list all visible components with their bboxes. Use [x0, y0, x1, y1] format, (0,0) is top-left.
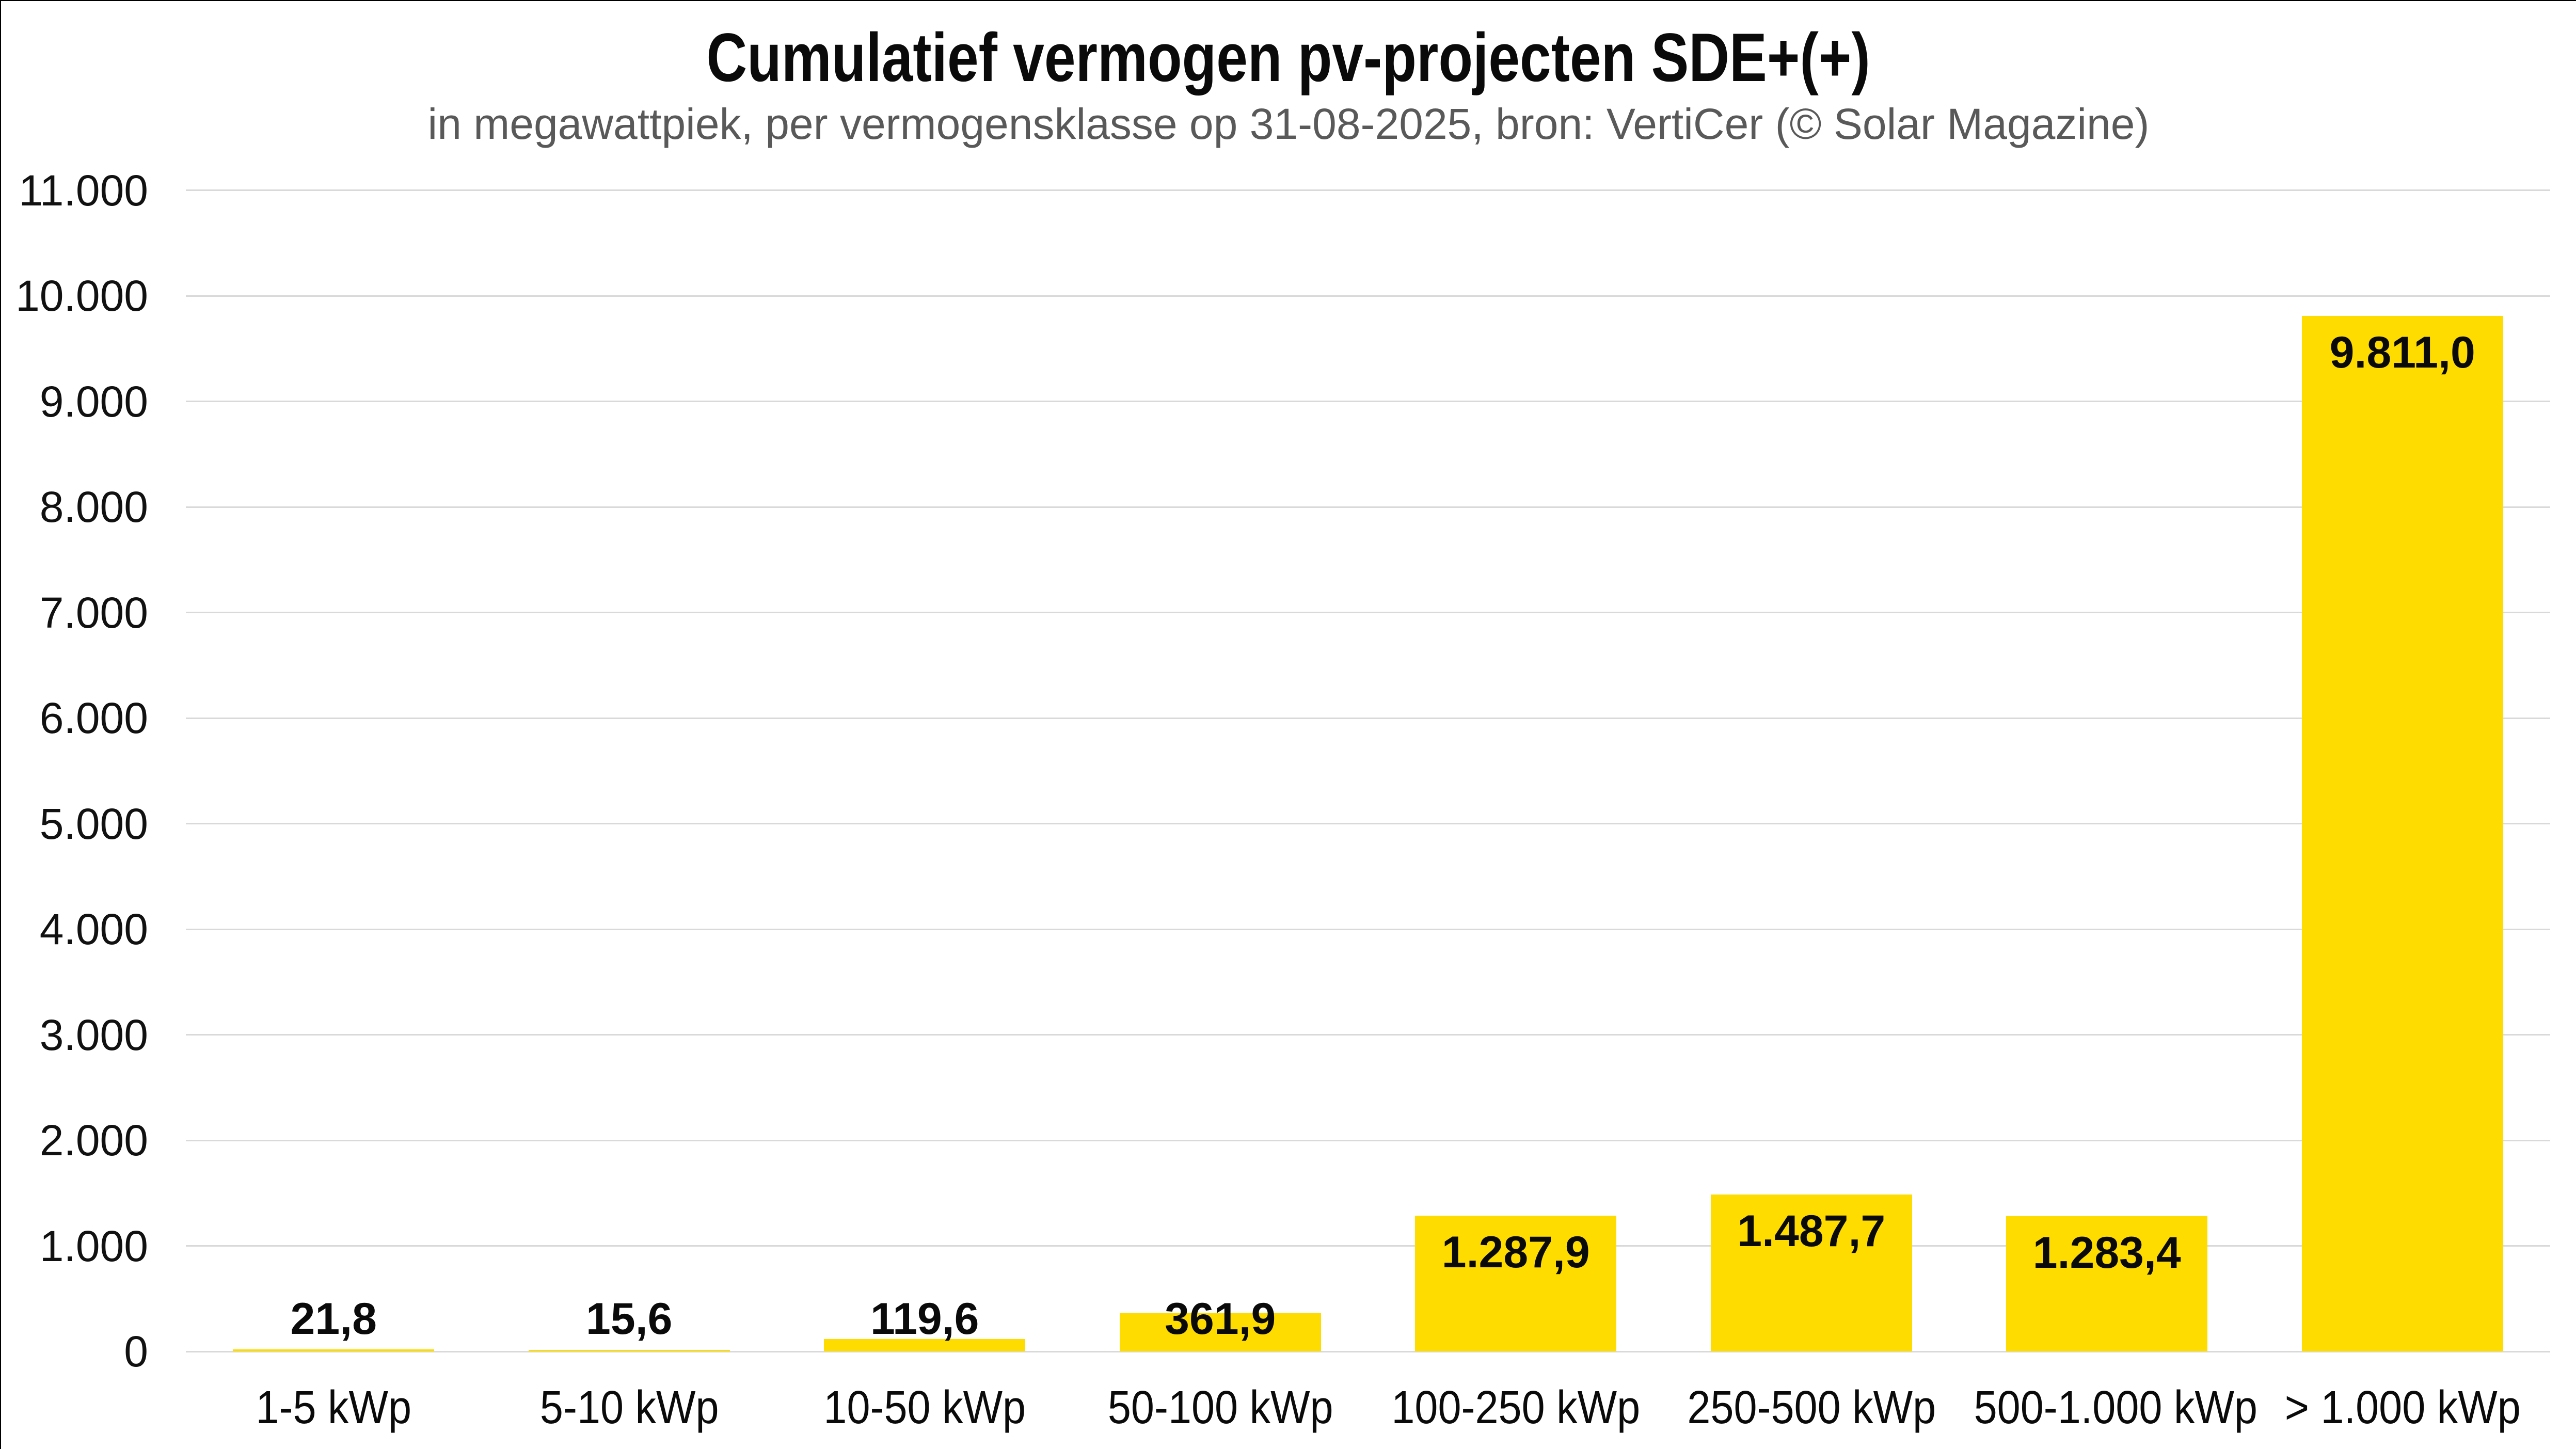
- gridline-9.000: [186, 401, 2550, 402]
- x-axis-label: 500-1.000 kWp: [1974, 1382, 2257, 1434]
- gridline-11.000: [186, 189, 2550, 191]
- y-tick-label: 7.000: [39, 588, 148, 637]
- gridline-5.000: [186, 823, 2550, 824]
- gridline-3.000: [186, 1034, 2550, 1036]
- bar-value-label: 1.287,9: [1441, 1227, 1590, 1277]
- bar-value-label: 1.283,4: [2032, 1228, 2181, 1278]
- bar-value-label: 361,9: [1165, 1294, 1276, 1344]
- gridline-10.000: [186, 295, 2550, 297]
- chart-subtitle: in megawattpiek, per vermogensklasse op …: [427, 100, 2150, 148]
- gridline-4.000: [186, 928, 2550, 930]
- bar-value-label: 119,6: [870, 1294, 979, 1344]
- x-axis-label: 1-5 kWp: [256, 1382, 412, 1434]
- x-axis-label: > 1.000 kWp: [2284, 1382, 2521, 1434]
- bar-100-250 kWp: [1415, 1215, 1617, 1351]
- bar-value-label: 1.487,7: [1737, 1206, 1886, 1256]
- x-axis-label: 100-250 kWp: [1391, 1382, 1641, 1434]
- gridline-6.000: [186, 717, 2550, 719]
- bar-500-1.000 kWp: [2006, 1216, 2208, 1351]
- y-tick-label: 10.000: [15, 272, 148, 320]
- y-tick-label: 0: [124, 1327, 148, 1376]
- bar-value-label: 15,6: [586, 1294, 673, 1344]
- gridline-0: [186, 1350, 2550, 1352]
- y-tick-label: 11.000: [19, 166, 148, 215]
- bar-50-100 kWp: [1119, 1313, 1321, 1351]
- bar-value-label: 21,8: [290, 1294, 377, 1344]
- gridline-8.000: [186, 506, 2550, 508]
- bar-value-label: 9.811,0: [2329, 327, 2475, 377]
- y-tick-label: 8.000: [39, 483, 148, 531]
- chart-title: Cumulatief vermogen pv-projecten SDE+(+): [1, 19, 2576, 98]
- x-axis-label: 10-50 kWp: [823, 1382, 1026, 1434]
- x-axis-label: 250-500 kWp: [1687, 1382, 1936, 1434]
- y-tick-label: 4.000: [39, 905, 148, 953]
- y-tick-label: 1.000: [39, 1221, 148, 1270]
- chart-title-text: Cumulatief vermogen pv-projecten SDE+(+): [706, 20, 1871, 96]
- bar-10-50 kWp: [824, 1339, 1026, 1351]
- bar-250-500 kWp: [1710, 1194, 1912, 1351]
- gridline-1.000: [186, 1245, 2550, 1247]
- bar-1-5 kWp: [233, 1349, 435, 1351]
- bar-5-10 kWp: [528, 1349, 730, 1351]
- gridline-2.000: [186, 1139, 2550, 1141]
- x-axis-label: 5-10 kWp: [539, 1382, 719, 1434]
- x-axis-label: 50-100 kWp: [1107, 1382, 1333, 1434]
- y-tick-label: 2.000: [39, 1116, 148, 1165]
- y-tick-label: 5.000: [39, 799, 148, 848]
- bar-> 1.000 kWp: [2301, 315, 2503, 1351]
- y-tick-label: 9.000: [39, 377, 148, 426]
- y-tick-label: 6.000: [39, 694, 148, 742]
- gridline-7.000: [186, 612, 2550, 613]
- y-tick-label: 3.000: [39, 1010, 148, 1059]
